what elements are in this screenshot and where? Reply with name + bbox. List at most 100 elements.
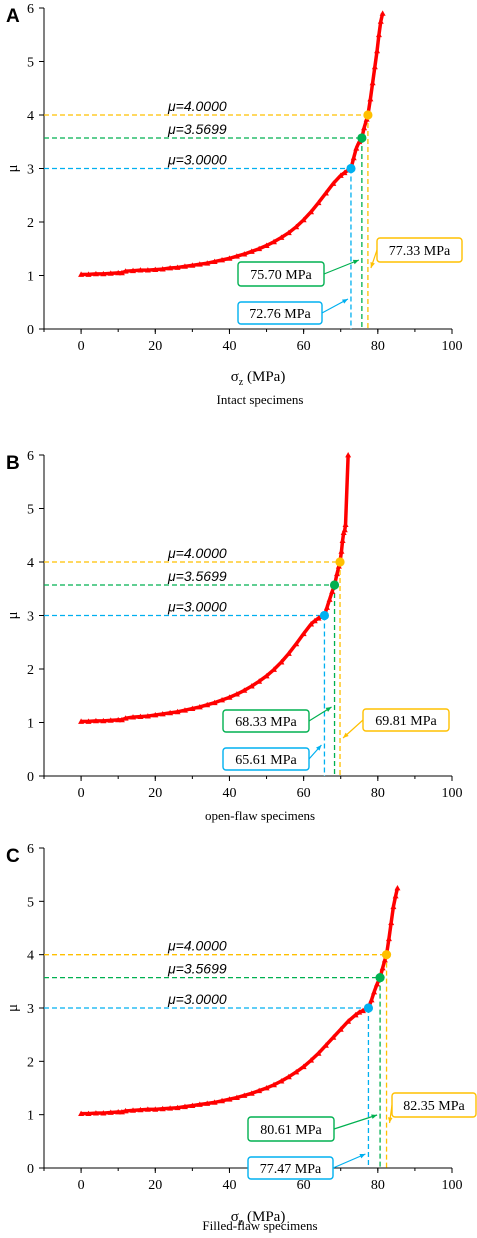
series-line xyxy=(368,82,375,100)
series-line xyxy=(373,50,379,68)
chart-panel-b: B 0 20 40 60 80 100 0 1 2 3 4 5 6 μ open-flaw specimens… xyxy=(5,449,463,823)
callout-label: 80.61 MPa xyxy=(260,1123,322,1138)
critical-point-marker xyxy=(319,610,330,621)
callout-arrowhead xyxy=(370,262,375,268)
y-tick-label: 5 xyxy=(27,56,34,71)
callout-label: 77.33 MPa xyxy=(389,244,451,259)
mu-label: μ=3.0000 xyxy=(167,991,227,1007)
x-tick-label: 80 xyxy=(371,786,385,801)
callout-arrowhead xyxy=(316,745,322,751)
callout-label: 77.47 MPa xyxy=(260,1162,322,1177)
x-axis-label-unit: (MPa) xyxy=(243,1209,285,1225)
x-tick-label: 0 xyxy=(78,786,85,801)
callout-label: 75.70 MPa xyxy=(250,268,312,283)
x-tick-label: 40 xyxy=(222,1178,236,1193)
callout-arrowhead xyxy=(343,732,349,738)
callout-arrow xyxy=(333,1114,378,1130)
data-point xyxy=(379,10,386,16)
panel-label: A xyxy=(6,6,20,27)
mu-label: μ=4.0000 xyxy=(167,545,227,561)
series-line xyxy=(387,922,393,939)
y-tick-label: 3 xyxy=(27,1002,34,1017)
callout-label: 65.61 MPa xyxy=(235,753,297,768)
x-tick-label: 80 xyxy=(371,339,385,354)
y-tick-label: 6 xyxy=(27,2,34,17)
callout-arrow xyxy=(323,259,360,275)
callout-arrowhead xyxy=(325,707,332,712)
x-tick-label: 60 xyxy=(297,1178,311,1193)
y-axis-label: μ xyxy=(5,611,21,619)
callout-label: 82.35 MPa xyxy=(403,1099,465,1114)
y-tick-label: 6 xyxy=(27,842,34,857)
data-point xyxy=(394,885,401,891)
x-tick-label: 80 xyxy=(371,1178,385,1193)
mu-label: μ=3.5699 xyxy=(167,121,227,137)
y-tick-label: 2 xyxy=(27,663,34,678)
callout-label: 72.76 MPa xyxy=(249,307,311,322)
x-axis-label-main: σ xyxy=(231,1209,239,1225)
mu-label: μ=3.5699 xyxy=(167,568,227,584)
y-tick-label: 0 xyxy=(27,1162,34,1177)
chart-panel-c: C 0 20 40 60 80 100 0 1 2 3 4 5 6 μ σz (MPa)Filled-flaw… xyxy=(5,842,477,1233)
x-axis-label-unit: (MPa) xyxy=(243,369,285,385)
callout-arrowhead xyxy=(352,259,359,265)
x-tick-label: 40 xyxy=(222,339,236,354)
chart-caption: open-flaw specimens xyxy=(205,808,315,823)
callout-arrowhead xyxy=(341,299,348,304)
critical-point-marker xyxy=(363,110,373,120)
x-tick-label: 20 xyxy=(148,1178,162,1193)
y-tick-label: 0 xyxy=(27,770,34,785)
y-tick-label: 0 xyxy=(27,323,34,338)
series-line xyxy=(389,906,396,923)
x-axis-label-sub: z xyxy=(239,377,244,388)
x-tick-label: 100 xyxy=(442,1178,463,1193)
critical-point-marker xyxy=(375,973,385,983)
critical-point-marker xyxy=(381,950,392,960)
x-tick-label: 20 xyxy=(148,786,162,801)
y-tick-label: 4 xyxy=(27,949,34,964)
critical-point-marker xyxy=(357,133,367,143)
critical-point-marker xyxy=(329,580,340,590)
y-tick-label: 5 xyxy=(27,895,34,910)
mu-label: μ=3.0000 xyxy=(167,152,227,168)
y-axis-label: μ xyxy=(5,164,21,172)
critical-point-marker xyxy=(346,163,356,174)
mu-label: μ=4.0000 xyxy=(167,938,227,954)
y-tick-label: 3 xyxy=(27,610,34,625)
x-tick-label: 0 xyxy=(78,1178,85,1193)
y-tick-label: 2 xyxy=(27,1055,34,1070)
y-tick-label: 1 xyxy=(27,1109,34,1124)
x-tick-label: 100 xyxy=(442,786,463,801)
x-axis-label: σz (MPa) xyxy=(231,1209,286,1228)
y-axis-label: μ xyxy=(5,1004,21,1012)
chart-caption: Filled-flaw specimens xyxy=(202,1218,317,1233)
series-line xyxy=(375,34,381,52)
x-tick-label: 60 xyxy=(297,339,311,354)
y-tick-label: 1 xyxy=(27,270,34,285)
y-tick-label: 4 xyxy=(27,556,34,571)
data-point xyxy=(345,452,352,458)
y-tick-label: 4 xyxy=(27,109,34,124)
x-axis-label-sub: z xyxy=(239,1217,244,1228)
y-tick-label: 1 xyxy=(27,717,34,732)
x-tick-label: 0 xyxy=(78,339,85,354)
critical-point-marker xyxy=(335,557,345,567)
x-tick-label: 40 xyxy=(222,786,236,801)
y-tick-label: 5 xyxy=(27,503,34,518)
y-tick-label: 3 xyxy=(27,163,34,178)
callout-label: 69.81 MPa xyxy=(375,714,437,729)
x-axis-label-main: σ xyxy=(231,369,239,385)
series-line xyxy=(370,66,377,84)
chart-caption: Intact specimens xyxy=(217,392,304,407)
mu-label: μ=3.5699 xyxy=(167,961,227,977)
callout-arrowhead xyxy=(359,1154,366,1159)
mu-label: μ=4.0000 xyxy=(167,98,227,114)
x-tick-label: 100 xyxy=(442,339,463,354)
chart-panel-a: A 0 20 40 60 80 100 0 1 2 3 4 5 6 μ σz (MPa) Intact spec… xyxy=(5,2,463,407)
panel-label: C xyxy=(6,846,20,867)
critical-point-marker xyxy=(363,1003,374,1013)
callout-label: 68.33 MPa xyxy=(235,715,297,730)
panel-label: B xyxy=(6,453,20,474)
x-axis-label: σz (MPa) xyxy=(231,369,286,388)
